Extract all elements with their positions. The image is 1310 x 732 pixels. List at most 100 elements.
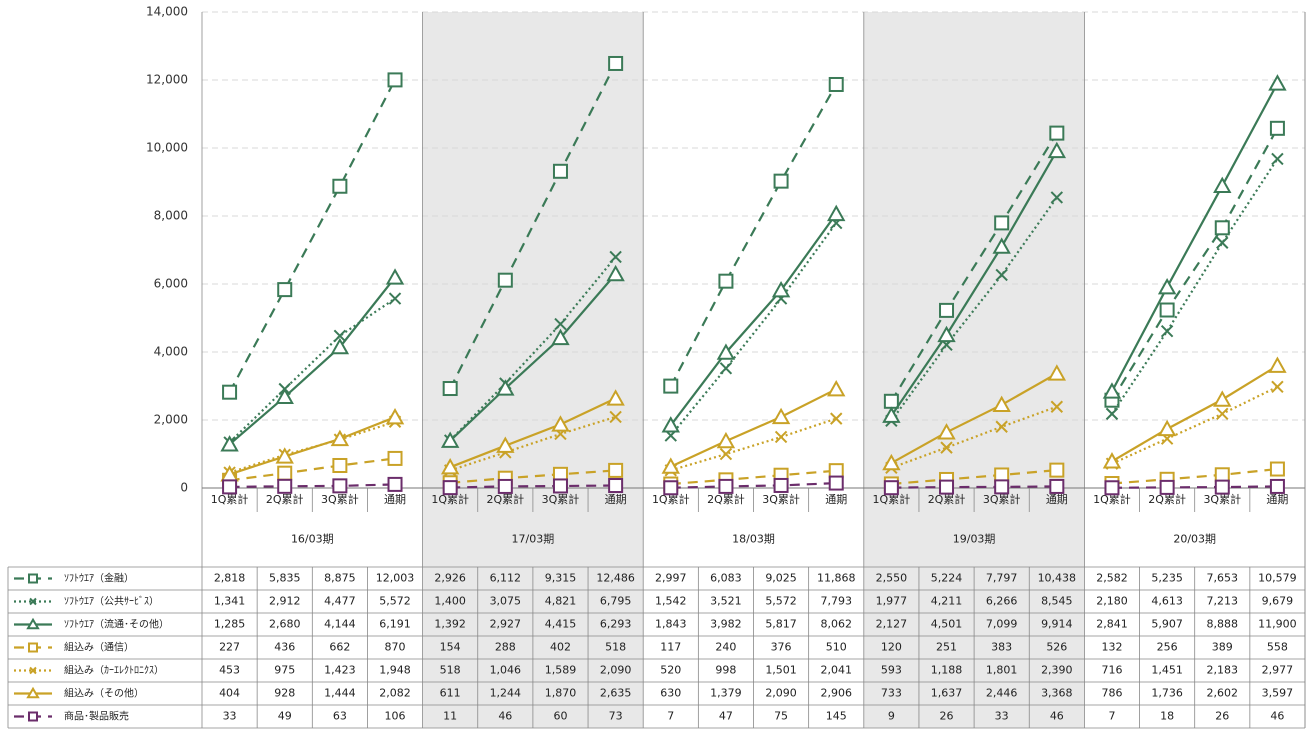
table-cell: 9,315 [545,572,577,585]
data-point [773,477,789,493]
table-cell: 7,213 [1207,595,1239,608]
quarter-label: 通期 [605,493,627,506]
table-cell: 975 [274,664,295,677]
table-cell: 2,446 [986,687,1018,700]
series-line [450,484,616,489]
table-cell: 63 [333,710,347,723]
data-point [774,430,788,444]
data-point [606,264,625,282]
table-cell: 611 [440,687,461,700]
data-point [937,423,956,440]
table-cell: 6,112 [490,572,522,585]
table-cell: 7 [667,710,674,723]
quarter-label: 2Q累計 [707,492,745,506]
table-cell: 662 [329,641,350,654]
series-name: 組込み（通信） [64,641,134,654]
table-cell: 2,090 [765,687,797,700]
quarter-label: 通期 [384,493,406,506]
table-cell: 2,906 [820,687,852,700]
data-point [1268,356,1287,373]
data-point [719,362,733,375]
data-point [1047,364,1067,381]
table-cell: 5,572 [379,595,411,608]
data-point [497,478,513,494]
table-cell: 4,613 [1151,595,1183,608]
table-cell: 520 [660,664,681,677]
data-point [608,55,624,71]
data-point [663,480,679,496]
table-cell: 4,415 [545,618,577,631]
series-line [229,457,396,482]
table-cell: 2,183 [1207,664,1239,677]
data-point [828,76,844,92]
data-point [1214,467,1230,483]
table-cell: 1,451 [1151,664,1183,677]
table-cell: 2,680 [269,618,301,631]
table-cell: 2,927 [490,618,522,631]
table-cell: 46 [498,710,512,723]
table-cell: 518 [605,641,626,654]
data-point [663,378,679,394]
series-line [1111,158,1279,415]
data-point [1050,400,1064,413]
data-point [332,478,348,494]
series-line [890,372,1058,465]
table-cell: 1,501 [765,664,797,677]
series-line [890,150,1058,417]
data-point [1269,461,1285,477]
data-point [1105,407,1119,421]
data-point [220,435,239,452]
data-point [552,163,568,179]
table-cell: 2,041 [820,664,852,677]
quarter-label: 通期 [825,493,847,506]
table-cell: 1,843 [655,618,687,631]
data-point [1157,277,1177,295]
y-tick-label: 8,000 [154,209,188,223]
data-point [719,447,733,461]
table-cell: 998 [715,664,736,677]
series-line [891,485,1057,489]
table-cell: 4,501 [931,618,963,631]
series-line [891,469,1057,485]
quarter-label: 1Q累計 [211,492,249,506]
data-point [937,325,956,343]
table-cell: 47 [719,710,733,723]
data-point [275,447,294,464]
data-point [554,317,567,331]
table-cell: 5,835 [269,572,301,585]
table-cell: 120 [881,641,902,654]
table-cell: 733 [881,687,902,700]
table-cell: 2,997 [655,572,687,585]
series-line [1111,364,1278,463]
series-name: 組込み（ｶｰｴﾚｸﾄﾛﾆｸｽ） [64,664,164,677]
series-line [228,79,396,393]
y-tick-label: 2,000 [154,413,188,427]
table-cell: 2,390 [1041,664,1073,677]
period-label: 20/03期 [1173,533,1216,546]
data-point [1214,220,1230,236]
quarter-label: 2Q累計 [1148,492,1186,506]
table-cell: 1,046 [490,664,522,677]
table-cell: 9,679 [1262,595,1294,608]
quarter-label: 3Q累計 [321,492,359,506]
series-line [1111,385,1278,465]
data-point [496,379,515,396]
table-cell: 46 [1050,710,1064,723]
series-name: 組込み（その他） [64,687,144,700]
data-point [1271,380,1284,393]
table-cell: 10,579 [1258,572,1297,585]
data-point [716,431,736,449]
data-point [1049,125,1065,141]
quarter-label: 1Q累計 [1093,492,1131,506]
data-point [385,407,405,425]
table-cell: 558 [1267,641,1288,654]
data-point [330,429,350,447]
series-line [670,482,837,489]
table-cell: 1,400 [434,595,466,608]
table-cell: 7 [1108,710,1115,723]
series-line [1111,127,1279,401]
data-point [718,478,734,494]
table-cell: 3,521 [710,595,742,608]
data-point [609,250,622,264]
table-cell: 383 [991,641,1012,654]
